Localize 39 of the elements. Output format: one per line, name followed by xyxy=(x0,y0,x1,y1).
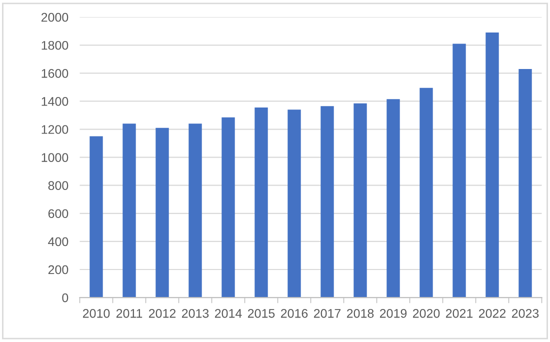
y-tick-label: 800 xyxy=(48,181,68,190)
bar xyxy=(386,99,400,298)
y-tick-label: 1000 xyxy=(42,153,68,162)
y-tick-label: 0 xyxy=(62,293,68,302)
bar xyxy=(354,103,367,298)
x-tick-label: 2014 xyxy=(214,308,242,318)
bar xyxy=(518,68,532,298)
bar xyxy=(156,128,169,298)
y-tick-label: 1600 xyxy=(42,68,68,78)
x-tick-label: 2018 xyxy=(346,308,374,318)
x-tick-label: 2016 xyxy=(280,308,308,318)
x-tick-label: 2022 xyxy=(478,308,506,318)
x-tick-label: 2019 xyxy=(380,308,407,318)
y-tick-label: 2000 xyxy=(41,12,68,22)
x-tick-label: 2021 xyxy=(446,308,473,318)
x-tick-label: 2010 xyxy=(82,308,110,318)
x-tick-label: 2023 xyxy=(512,308,539,318)
bar xyxy=(90,136,103,298)
x-tick-label: 2020 xyxy=(412,308,440,318)
x-tick-label: 2017 xyxy=(314,308,341,318)
bar xyxy=(452,44,466,298)
bar xyxy=(288,110,301,298)
bar xyxy=(222,117,235,298)
bar xyxy=(486,32,499,298)
y-tick-label: 1800 xyxy=(42,40,68,50)
bar xyxy=(420,88,433,298)
bar xyxy=(122,124,136,298)
x-tick-label: 2011 xyxy=(116,308,142,318)
bar xyxy=(254,108,268,298)
x-tick-label: 2015 xyxy=(248,308,275,318)
x-tick-label: 2013 xyxy=(182,308,209,318)
x-tick-label: 2012 xyxy=(148,308,176,318)
y-tick-label: 200 xyxy=(48,265,68,274)
y-tick-label: 1400 xyxy=(42,97,68,106)
bar xyxy=(188,124,202,298)
bar xyxy=(320,106,334,298)
y-tick-label: 1200 xyxy=(42,125,68,134)
y-tick-label: 600 xyxy=(48,209,68,218)
y-tick-label: 400 xyxy=(48,237,68,246)
